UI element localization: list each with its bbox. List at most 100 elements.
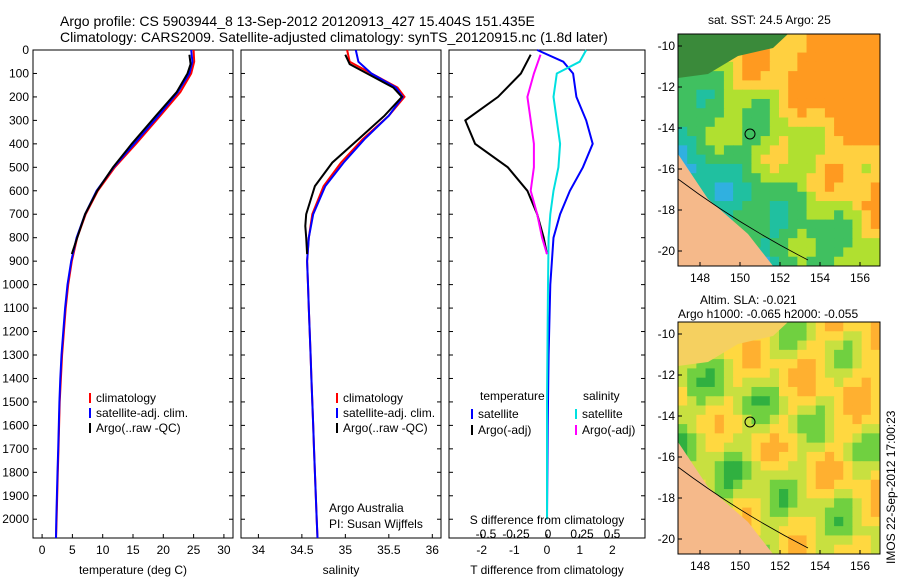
map-cell <box>760 470 771 481</box>
map-cell <box>779 535 789 546</box>
map-cell <box>769 498 780 509</box>
map-cell <box>834 535 844 546</box>
map-cell <box>714 479 725 490</box>
map-cell <box>760 201 771 211</box>
map-cell <box>870 544 881 555</box>
map-cell <box>815 154 826 165</box>
map-cell <box>788 414 798 425</box>
map-cell <box>788 424 798 434</box>
map-cell <box>705 470 716 481</box>
map-x-tick-label: 152 <box>770 271 790 285</box>
map-cell <box>861 228 872 239</box>
map-cell <box>742 470 752 481</box>
map-cell <box>852 108 863 119</box>
map-cell <box>760 526 771 536</box>
map-cell <box>751 173 762 183</box>
map-cell <box>843 526 853 536</box>
map-cell <box>815 117 826 128</box>
argo-float-marker <box>744 416 756 428</box>
map-cell <box>779 117 789 128</box>
map-cell <box>678 98 688 109</box>
legend-label: satellite <box>582 407 623 421</box>
map-cell <box>751 80 762 91</box>
map-cell <box>788 396 798 407</box>
y-tick-label: 700 <box>9 207 29 221</box>
map-cell <box>852 173 863 183</box>
map-cell <box>861 461 872 471</box>
map-cell <box>769 247 780 258</box>
map-cell <box>861 340 872 351</box>
map-cell <box>696 136 707 146</box>
map-cell <box>843 71 853 81</box>
map-cell <box>870 414 881 425</box>
map-cell <box>852 238 863 248</box>
map-cell <box>788 368 798 379</box>
map-cell <box>797 322 808 332</box>
map-cell <box>870 377 881 388</box>
map-cell <box>788 498 798 509</box>
map-cell <box>824 377 835 388</box>
map-cell <box>751 461 762 471</box>
y-tick-label: 200 <box>9 90 29 104</box>
map-cell <box>843 535 853 546</box>
map-cell <box>733 359 743 369</box>
map-cell <box>779 163 789 174</box>
map-cell <box>815 516 826 527</box>
map-cell <box>760 117 771 128</box>
map-cell <box>779 238 789 248</box>
map-cell <box>843 359 853 369</box>
map-cell <box>843 126 853 137</box>
map-cell <box>769 89 780 100</box>
map-cell <box>834 34 844 44</box>
map-cell <box>824 219 835 230</box>
map-cell <box>723 386 734 397</box>
map-cell <box>696 442 707 453</box>
map-cell <box>733 479 743 490</box>
map-cell <box>806 34 817 44</box>
map-cell <box>733 108 743 119</box>
map-cell <box>788 136 798 146</box>
map-cell <box>760 489 771 499</box>
map-cell <box>852 470 863 481</box>
map-cell <box>806 89 817 100</box>
map-cell <box>696 117 707 128</box>
map-cell <box>861 489 872 499</box>
map-cell <box>723 489 734 499</box>
map-cell <box>861 256 872 267</box>
map-cell <box>705 451 716 462</box>
map-cell <box>815 238 826 248</box>
map-cell <box>687 368 697 379</box>
map-cell <box>852 498 863 509</box>
secondary-tick-label: 0.5 <box>604 527 621 541</box>
map-cell <box>788 507 798 518</box>
map-cell <box>678 396 688 407</box>
map-cell <box>687 451 697 462</box>
map-cell <box>852 145 863 156</box>
map-cell <box>834 191 844 202</box>
map-cell <box>742 386 752 397</box>
map-cell <box>733 52 743 63</box>
map-cell <box>678 386 688 397</box>
map-cell <box>870 71 881 81</box>
map-cell <box>779 80 789 91</box>
map-cell <box>760 163 771 174</box>
map-cell <box>806 61 817 72</box>
map-cell <box>870 461 881 471</box>
map-cell <box>714 359 725 369</box>
map-cell <box>843 516 853 527</box>
map-cell <box>751 117 762 128</box>
legend-title-temperature: temperature <box>480 389 545 403</box>
map-cell <box>714 396 725 407</box>
map-cell <box>815 414 826 425</box>
y-tick-label: 900 <box>9 254 29 268</box>
map-cell <box>696 359 707 369</box>
map-cell <box>824 442 835 453</box>
map-cell <box>870 489 881 499</box>
map-cell <box>696 145 707 156</box>
x-tick-label: 30 <box>217 543 231 557</box>
map-cell <box>797 479 808 490</box>
map-cell <box>806 201 817 211</box>
map-cell <box>696 182 707 193</box>
map-y-tick-label: -10 <box>658 39 676 53</box>
map-cell <box>751 210 762 221</box>
